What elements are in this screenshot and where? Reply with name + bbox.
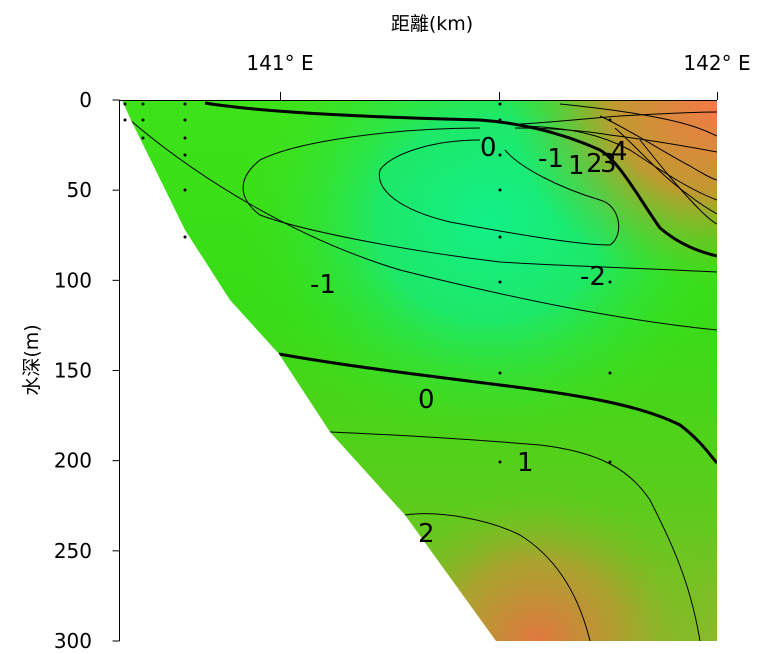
x-axis-ticks bbox=[280, 92, 718, 100]
station-point bbox=[498, 460, 502, 464]
station-point bbox=[498, 102, 502, 106]
y-tick-label: 150 bbox=[54, 359, 92, 383]
contour-label: -1 bbox=[538, 144, 564, 174]
station-point bbox=[183, 136, 187, 140]
station-point bbox=[123, 118, 127, 122]
station-point bbox=[123, 102, 127, 106]
contour-labels: 0 -1 1 2 3 4 -1 -2 0 1 2 bbox=[310, 133, 628, 549]
station-point bbox=[498, 371, 502, 375]
seabed-mask bbox=[119, 100, 496, 641]
contour-minus1 bbox=[242, 127, 717, 273]
contour-label: 3 bbox=[600, 149, 617, 179]
y-tick-label: 250 bbox=[54, 539, 92, 563]
contour-label: 2 bbox=[586, 149, 603, 179]
x-tick-label: 141° E bbox=[246, 51, 313, 75]
y-axis-ticks: 0 50 100 150 200 250 300 bbox=[54, 88, 120, 653]
contour-label: 1 bbox=[568, 151, 585, 181]
station-point bbox=[183, 102, 187, 106]
y-tick-label: 200 bbox=[54, 449, 92, 473]
station-point bbox=[608, 153, 612, 157]
contour-label: 0 bbox=[480, 133, 497, 163]
station-points bbox=[123, 102, 612, 464]
y-tick-label: 50 bbox=[67, 178, 92, 202]
station-point bbox=[183, 153, 187, 157]
station-point bbox=[608, 460, 612, 464]
y-tick-label: 300 bbox=[54, 629, 92, 653]
contour-one bbox=[329, 431, 701, 641]
y-tick-label: 100 bbox=[54, 268, 92, 292]
station-point bbox=[498, 118, 502, 122]
contour-label: 4 bbox=[611, 137, 628, 167]
contour-label: 0 bbox=[418, 385, 435, 415]
x-tick-label: 142° E bbox=[683, 51, 750, 75]
station-point bbox=[141, 102, 145, 106]
contour-zero-lower bbox=[278, 352, 717, 464]
contour-label: -1 bbox=[310, 270, 336, 300]
station-point bbox=[608, 371, 612, 375]
station-point bbox=[498, 153, 502, 157]
contour-two bbox=[404, 513, 591, 641]
contour-minus2 bbox=[378, 139, 620, 246]
y-tick-label: 0 bbox=[79, 88, 92, 112]
station-point bbox=[183, 118, 187, 122]
station-point bbox=[608, 118, 612, 122]
station-point bbox=[608, 280, 612, 284]
contour-lines bbox=[129, 101, 717, 641]
station-point bbox=[183, 188, 187, 192]
station-point bbox=[141, 136, 145, 140]
station-point bbox=[141, 118, 145, 122]
contour-label: 2 bbox=[418, 519, 435, 549]
station-point bbox=[498, 280, 502, 284]
station-point bbox=[498, 188, 502, 192]
contour-zero-upper bbox=[204, 101, 717, 258]
station-point bbox=[183, 235, 187, 239]
contour-label: -2 bbox=[580, 262, 606, 292]
y-axis-title: 水深(m) bbox=[21, 324, 43, 395]
x-axis-title: 距離(km) bbox=[391, 13, 473, 35]
contour-label: 1 bbox=[517, 448, 534, 478]
station-point bbox=[498, 235, 502, 239]
